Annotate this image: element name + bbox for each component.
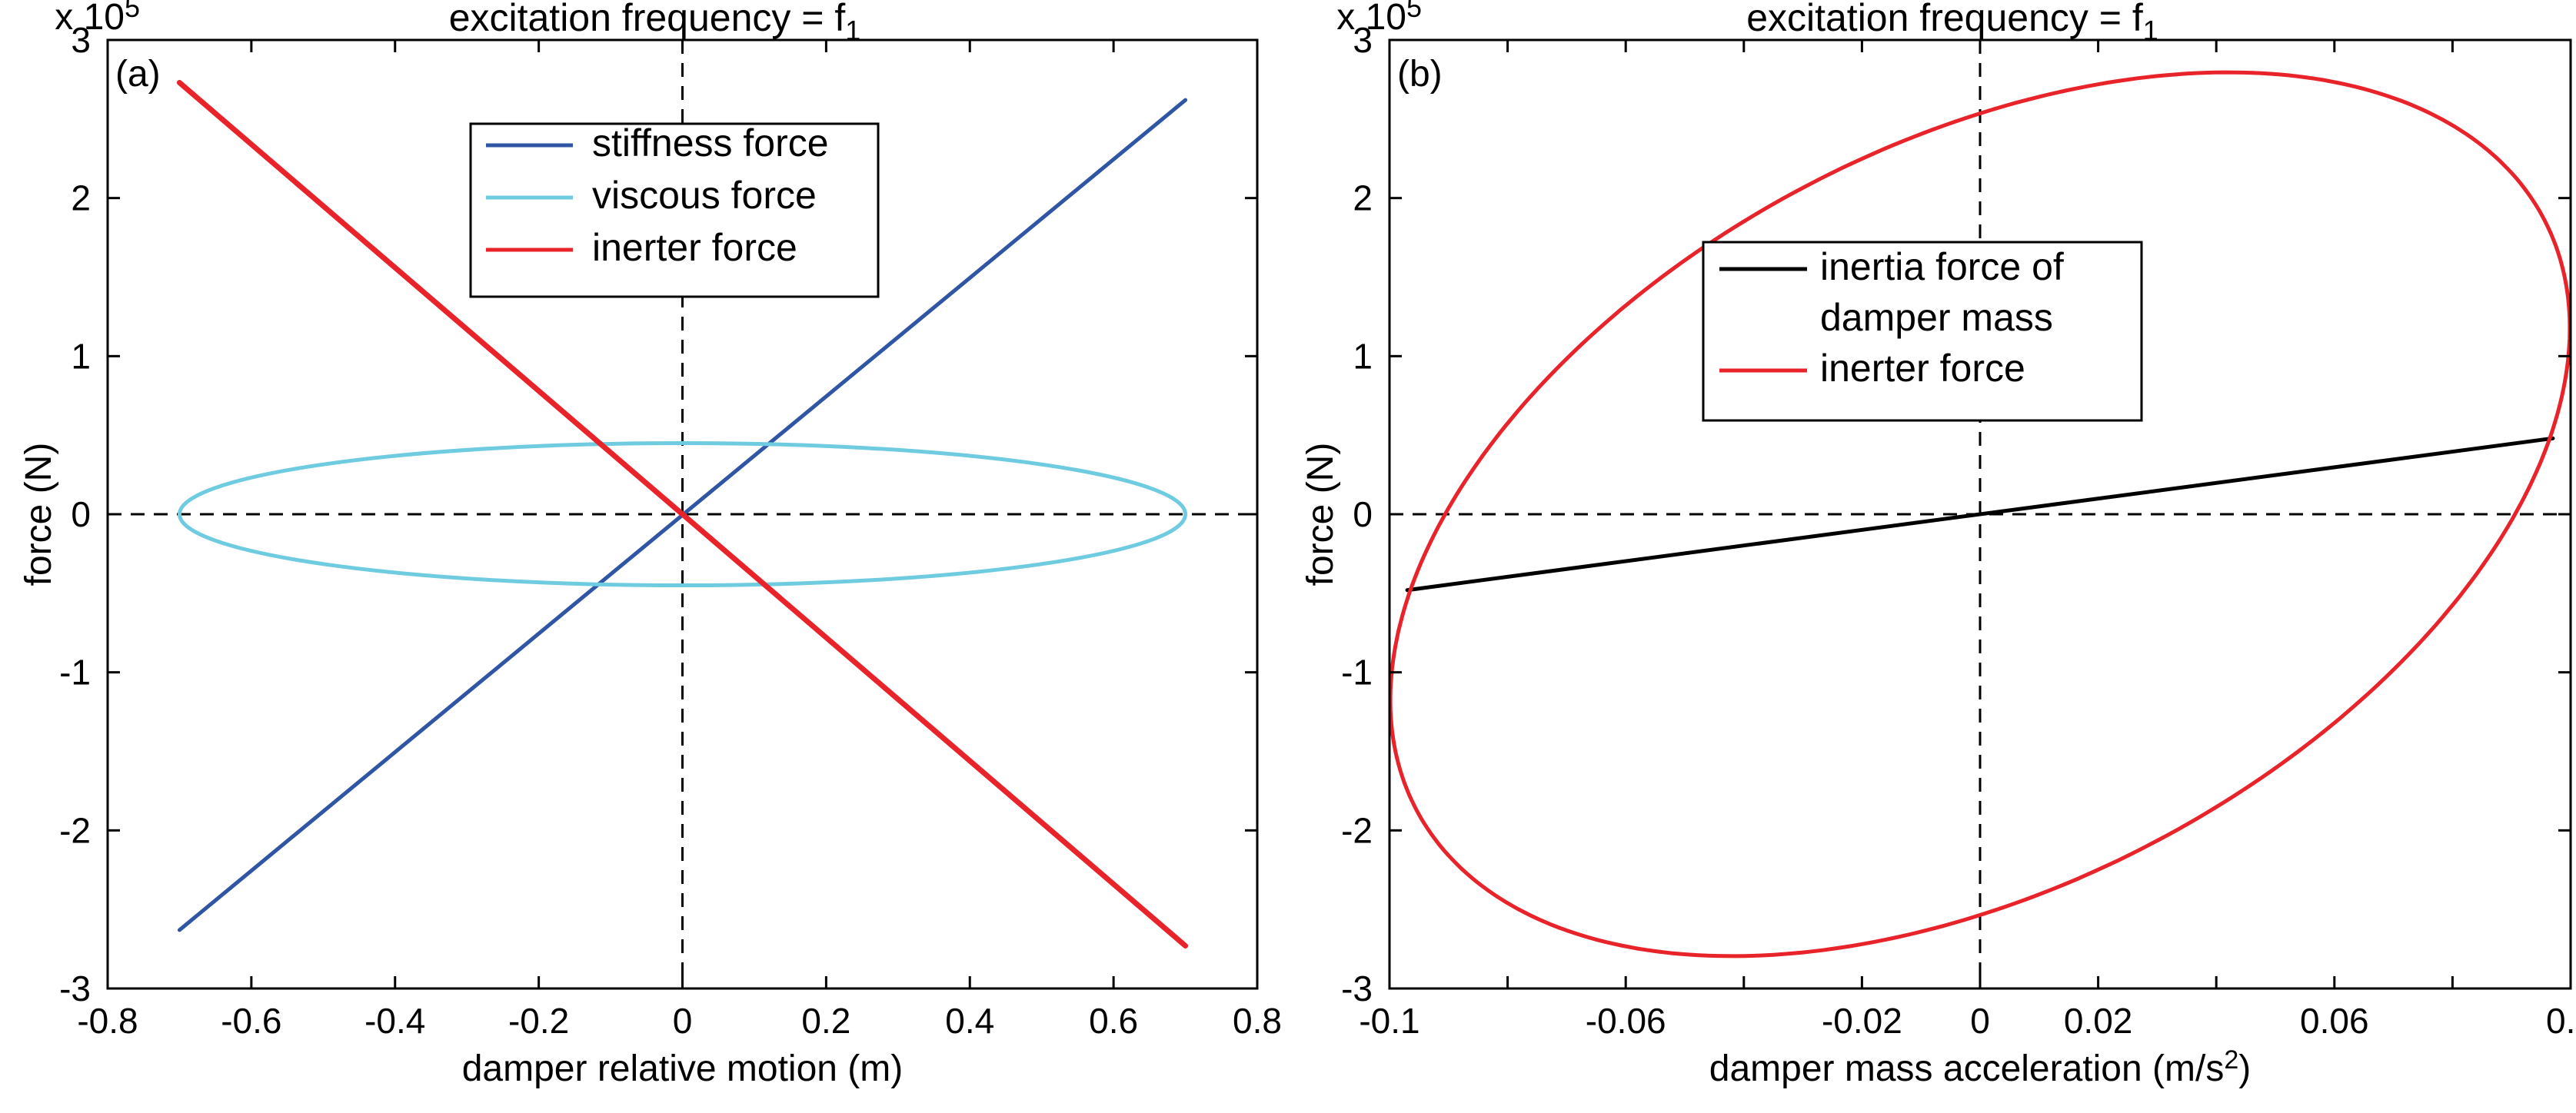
x-tick-label: -0.02: [1822, 1001, 1902, 1041]
y-tick-label: 3: [71, 20, 91, 60]
legend-entry-text: inerter force: [1820, 347, 2025, 390]
series-viscous-force: [177, 440, 1188, 588]
y-tick-label: 1: [1353, 336, 1373, 376]
chart-title: excitation frequency = f1: [449, 0, 861, 46]
y-axis-label: force (N): [1300, 443, 1341, 586]
chart-title: excitation frequency = f1: [1746, 0, 2158, 46]
panel-label: (a): [115, 54, 161, 95]
x-tick-label: 0.1: [2546, 1001, 2576, 1041]
x-tick-label: 0: [673, 1001, 693, 1041]
chart-title-subscript: 1: [845, 15, 860, 46]
x-tick-label: -0.6: [221, 1001, 281, 1041]
y-tick-label: -3: [59, 968, 91, 1008]
y-tick-label: -2: [59, 810, 91, 850]
y-tick-label: 2: [71, 178, 91, 218]
x-tick-label: -0.8: [77, 1001, 138, 1041]
plot-area: [1390, 70, 2571, 959]
series-inerter-force: [1390, 70, 2571, 959]
x-tick-label: -0.4: [364, 1001, 425, 1041]
y-axis-label: force (N): [18, 443, 59, 586]
panel-label: (b): [1397, 54, 1443, 95]
legend-entry-text: damper mass: [1820, 296, 2053, 339]
series-inertia-force-of-damper-mass: [1405, 436, 2555, 593]
chart-title-subscript: 1: [2143, 15, 2158, 46]
x-tick-label: 0.8: [1233, 1001, 1282, 1041]
legend-box: [469, 122, 880, 298]
legend-entry-text: stiffness force: [592, 121, 829, 164]
legend-entry-text: inertia force of: [1820, 245, 2064, 288]
x-tick-label: 0.4: [945, 1001, 994, 1041]
x-axis-label: damper mass acceleration (m/s2): [1709, 1045, 2251, 1089]
y-tick-label: 2: [1353, 178, 1373, 218]
plot-area: [176, 80, 1189, 949]
y-tick-label: -2: [1341, 810, 1373, 850]
y-exponent-power: 5: [1406, 0, 1422, 23]
y-tick-label: 1: [71, 336, 91, 376]
series-inerter-force: [176, 80, 1189, 949]
x-tick-label: 0: [1970, 1001, 1990, 1041]
y-tick-label: -3: [1341, 968, 1373, 1008]
legend-entry-text: viscous force: [592, 174, 817, 217]
y-exponent-label: x 105: [1336, 0, 1422, 38]
legend: stiffness force viscous force inerter forc…: [469, 121, 880, 298]
legend-box: [1702, 241, 2143, 422]
x-tick-label: 0.6: [1089, 1001, 1138, 1041]
x-tick-label: 0.2: [801, 1001, 850, 1041]
y-exponent-power: 5: [125, 0, 140, 23]
y-tick-label: 3: [1353, 20, 1373, 60]
y-tick-label: 0: [1353, 494, 1373, 534]
x-tick-label: -0.2: [508, 1001, 569, 1041]
y-tick-label: -1: [59, 653, 91, 693]
y-tick-label: 0: [71, 494, 91, 534]
x-axis-label-end: ): [2238, 1048, 2251, 1089]
x-tick-label: 0.02: [2064, 1001, 2133, 1041]
legend-entry-text: inerter force: [592, 226, 797, 269]
y-exponent-label: x 105: [55, 0, 140, 38]
panel-b-chart: -0.1 -0.06 -0.02 0 0.02 0.06 0.1 -3 -2 -1 0 1 2 3x 10…: [1300, 0, 2576, 1089]
x-tick-label: 0.06: [2300, 1001, 2369, 1041]
panel-a-chart: -0.8 -0.6 -0.4 -0.2 0 0.2 0.4 0.6 0.8 -3 -2 -1 0 1 2 3x…: [18, 0, 1282, 1089]
x-tick-label: -0.06: [1586, 1001, 1666, 1041]
y-tick-label: -1: [1341, 653, 1373, 693]
x-axis-label-sup: 2: [2224, 1045, 2238, 1075]
x-tick-label: -0.1: [1359, 1001, 1419, 1041]
legend: inertia force of damper mass inerter force: [1702, 241, 2143, 422]
x-axis-label: damper relative motion (m): [462, 1048, 904, 1089]
